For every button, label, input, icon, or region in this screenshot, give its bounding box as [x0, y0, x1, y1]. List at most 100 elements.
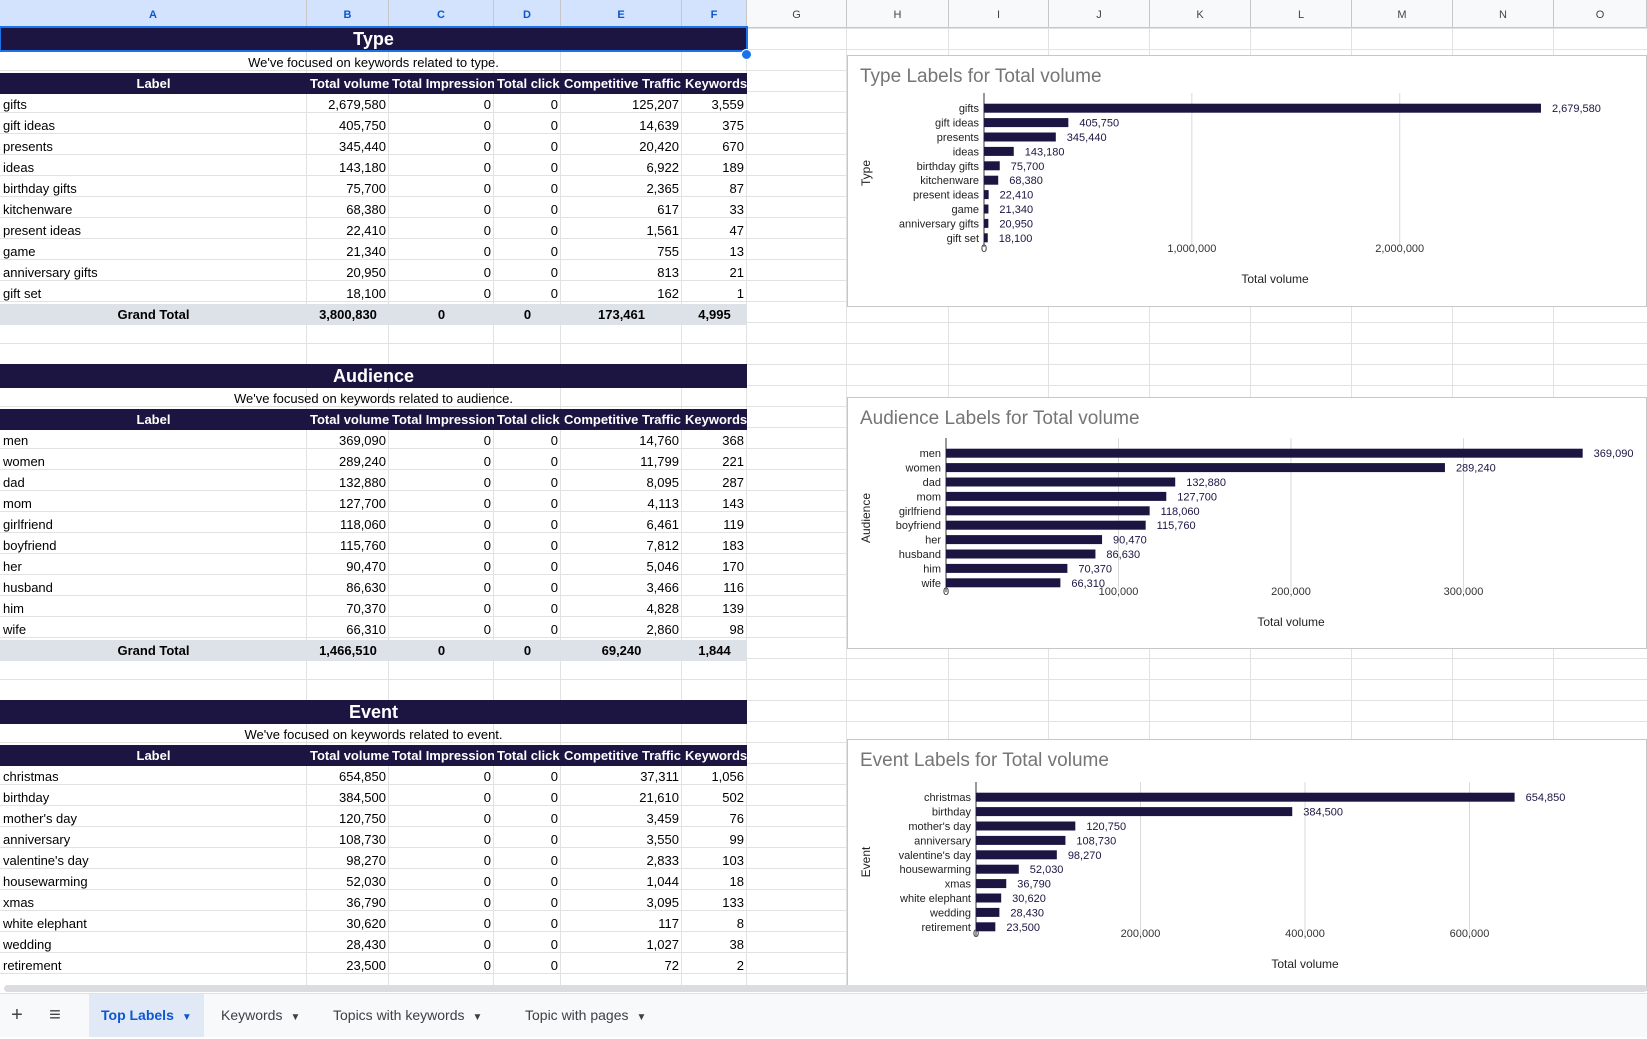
value-cell[interactable]: 0 — [483, 936, 491, 952]
bar-present-ideas[interactable] — [984, 190, 989, 200]
value-cell[interactable]: 654,850 — [339, 768, 386, 784]
label-cell[interactable]: presents — [3, 138, 53, 154]
grand-total-value[interactable]: 3,800,830 — [319, 306, 377, 322]
header-total-impression[interactable]: Total Impression — [392, 75, 494, 91]
value-cell[interactable]: 0 — [483, 201, 491, 217]
value-cell[interactable]: 0 — [550, 222, 558, 238]
value-cell[interactable]: 38 — [729, 936, 744, 952]
value-cell[interactable]: 4,828 — [646, 600, 679, 616]
value-cell[interactable]: 86,630 — [346, 579, 386, 595]
value-cell[interactable]: 2,860 — [646, 621, 679, 637]
header-label[interactable]: Label — [136, 75, 171, 91]
value-cell[interactable]: 0 — [483, 579, 491, 595]
bar-wedding[interactable] — [976, 907, 1000, 917]
label-cell[interactable]: kitchenware — [3, 201, 73, 217]
value-cell[interactable]: 617 — [657, 201, 679, 217]
header-total-impression[interactable]: Total Impression — [392, 747, 494, 763]
tab-topic-with-pages[interactable]: Topic with pages ▼ — [513, 994, 658, 1037]
value-cell[interactable]: 0 — [550, 453, 558, 469]
value-cell[interactable]: 0 — [550, 768, 558, 784]
value-cell[interactable]: 2,679,580 — [328, 96, 386, 112]
bar-game[interactable] — [984, 204, 989, 214]
value-cell[interactable]: 14,760 — [639, 432, 679, 448]
value-cell[interactable]: 0 — [550, 831, 558, 847]
value-cell[interactable]: 0 — [483, 180, 491, 196]
value-cell[interactable]: 125,207 — [632, 96, 679, 112]
value-cell[interactable]: 132,880 — [339, 474, 386, 490]
value-cell[interactable]: 670 — [722, 138, 744, 154]
bar-gift-set[interactable] — [984, 233, 988, 243]
chevron-down-icon[interactable]: ▼ — [290, 1012, 301, 1023]
value-cell[interactable]: 0 — [483, 915, 491, 931]
value-cell[interactable]: 2,365 — [646, 180, 679, 196]
value-cell[interactable]: 0 — [550, 285, 558, 301]
value-cell[interactable]: 0 — [483, 285, 491, 301]
selection-handle[interactable] — [741, 49, 752, 60]
value-cell[interactable]: 87 — [729, 180, 744, 196]
value-cell[interactable]: 0 — [550, 537, 558, 553]
value-cell[interactable]: 755 — [657, 243, 679, 259]
column-header-h[interactable]: H — [847, 0, 949, 27]
grand-total-value[interactable]: 1,844 — [698, 642, 731, 658]
value-cell[interactable]: 0 — [483, 138, 491, 154]
label-cell[interactable]: ideas — [3, 159, 35, 175]
value-cell[interactable]: 0 — [550, 159, 558, 175]
label-cell[interactable]: gift set — [3, 285, 42, 301]
value-cell[interactable]: 99 — [729, 831, 744, 847]
column-header-l[interactable]: L — [1251, 0, 1352, 27]
value-cell[interactable]: 0 — [483, 957, 491, 973]
menu-icon[interactable]: ≡ — [49, 1004, 61, 1026]
value-cell[interactable]: 1,561 — [646, 222, 679, 238]
header-total-impression[interactable]: Total Impression — [392, 411, 494, 427]
value-cell[interactable]: 28,430 — [346, 936, 386, 952]
value-cell[interactable]: 0 — [483, 600, 491, 616]
value-cell[interactable]: 117 — [658, 915, 679, 931]
value-cell[interactable]: 502 — [722, 789, 744, 805]
value-cell[interactable]: 5,046 — [646, 558, 679, 574]
value-cell[interactable]: 52,030 — [346, 873, 386, 889]
value-cell[interactable]: 21,340 — [346, 243, 386, 259]
bar-girlfriend[interactable] — [946, 506, 1150, 516]
value-cell[interactable]: 108,730 — [339, 831, 386, 847]
value-cell[interactable]: 133 — [722, 894, 744, 910]
grand-total-value[interactable]: 4,995 — [698, 306, 731, 322]
value-cell[interactable]: 384,500 — [339, 789, 386, 805]
grand-total-value[interactable]: 69,240 — [601, 642, 642, 658]
bar-presents[interactable] — [984, 132, 1056, 142]
value-cell[interactable]: 118,060 — [339, 516, 386, 532]
section-title-event[interactable]: Event — [0, 700, 747, 724]
plus-icon[interactable]: + — [11, 1004, 23, 1026]
value-cell[interactable]: 90,470 — [346, 558, 386, 574]
column-header-m[interactable]: M — [1352, 0, 1453, 27]
value-cell[interactable]: 289,240 — [339, 453, 386, 469]
chart-type[interactable]: Type Labels for Total volume 0 1,000,000 2,… — [847, 55, 1647, 307]
value-cell[interactable]: 30,620 — [346, 915, 386, 931]
value-cell[interactable]: 0 — [550, 852, 558, 868]
value-cell[interactable]: 0 — [483, 474, 491, 490]
bar-him[interactable] — [946, 563, 1068, 573]
bar-anniversary[interactable] — [976, 835, 1066, 845]
value-cell[interactable]: 21,610 — [639, 789, 679, 805]
value-cell[interactable]: 3,550 — [646, 831, 679, 847]
value-cell[interactable]: 18,100 — [346, 285, 386, 301]
value-cell[interactable]: 21 — [729, 264, 744, 280]
section-title-audience[interactable]: Audience — [0, 364, 747, 388]
label-cell[interactable]: wife — [3, 621, 27, 637]
value-cell[interactable]: 0 — [550, 432, 558, 448]
value-cell[interactable]: 0 — [550, 201, 558, 217]
grand-total-value[interactable]: 173,461 — [598, 306, 645, 322]
bar-housewarming[interactable] — [976, 864, 1019, 874]
tab-topics-with-keywords[interactable]: Topics with keywords ▼ — [321, 994, 494, 1037]
grand-total-value[interactable]: 1,466,510 — [319, 642, 377, 658]
bar-birthday[interactable] — [976, 807, 1293, 817]
value-cell[interactable]: 0 — [483, 810, 491, 826]
value-cell[interactable]: 76 — [729, 810, 744, 826]
column-header-e[interactable]: E — [561, 0, 682, 27]
value-cell[interactable]: 0 — [483, 453, 491, 469]
header-total-volume[interactable]: Total volume — [310, 747, 389, 763]
header-total-click[interactable]: Total click — [497, 411, 560, 427]
value-cell[interactable]: 170 — [722, 558, 744, 574]
label-cell[interactable]: gifts — [3, 96, 27, 112]
horizontal-scrollbar[interactable] — [4, 985, 1647, 992]
header-label[interactable]: Label — [136, 747, 171, 763]
